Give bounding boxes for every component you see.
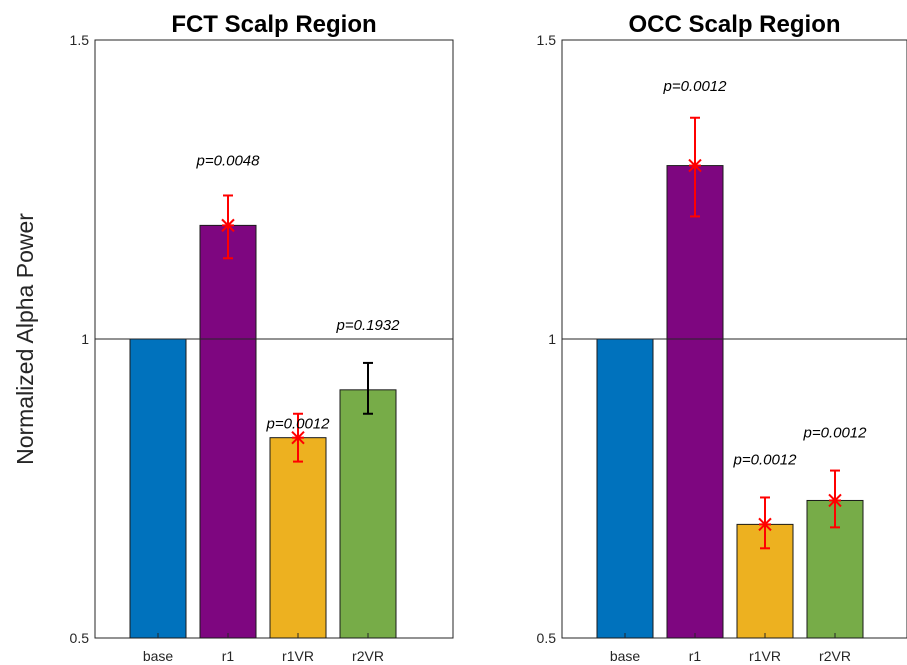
x-tick-label: r1 (689, 648, 702, 664)
x-tick-label: base (143, 648, 174, 664)
y-axis-label: Normalized Alpha Power (12, 213, 38, 465)
x-tick-label: r2VR (352, 648, 384, 664)
bar-r1VR (269, 437, 327, 639)
bar-base (129, 338, 187, 639)
p-value-label: p=0.0012 (733, 452, 798, 469)
y-tick-label: 1 (548, 331, 556, 347)
x-tick-label: r1 (222, 648, 235, 664)
marker-stroke (291, 430, 305, 445)
bar-r2VR (339, 389, 397, 639)
p-value-label: p=0.1932 (336, 317, 401, 334)
marker-stroke (221, 218, 235, 233)
y-tick-label: 0.5 (537, 630, 557, 646)
significance-marker (688, 158, 702, 173)
chart-title: FCT Scalp Region (171, 11, 376, 38)
p-value-label: p=0.0012 (663, 78, 728, 95)
bar-r1 (199, 224, 257, 639)
y-tick-label: 1.5 (70, 32, 90, 48)
bar-r1 (666, 165, 724, 639)
panel-occ: OCC Scalp Region 0.5 1 1.5 base r1 r1VR r2VR p=0… (537, 11, 907, 664)
x-tick-label: r2VR (819, 648, 851, 664)
chart-title: OCC Scalp Region (628, 11, 840, 38)
significance-marker (758, 517, 772, 532)
marker-stroke (758, 517, 772, 532)
y-tick-label: 1 (81, 331, 89, 347)
significance-marker (828, 493, 842, 508)
x-tick-label: r1VR (282, 648, 314, 664)
marker-stroke (688, 158, 702, 173)
bar-base (596, 338, 654, 639)
marker-stroke (828, 493, 842, 508)
x-tick-label: base (610, 648, 641, 664)
x-tick-label: r1VR (749, 648, 781, 664)
y-tick-label: 1.5 (537, 32, 557, 48)
significance-marker (221, 218, 235, 233)
panel-fct: FCT Scalp Region 0.5 1 1.5 base r1 r1VR r2VR p=0… (70, 11, 454, 664)
p-value-label: p=0.0012 (803, 425, 868, 442)
p-value-label: p=0.0048 (196, 153, 261, 170)
significance-marker (291, 430, 305, 445)
p-value-label: p=0.0012 (266, 416, 331, 433)
y-tick-label: 0.5 (70, 630, 90, 646)
